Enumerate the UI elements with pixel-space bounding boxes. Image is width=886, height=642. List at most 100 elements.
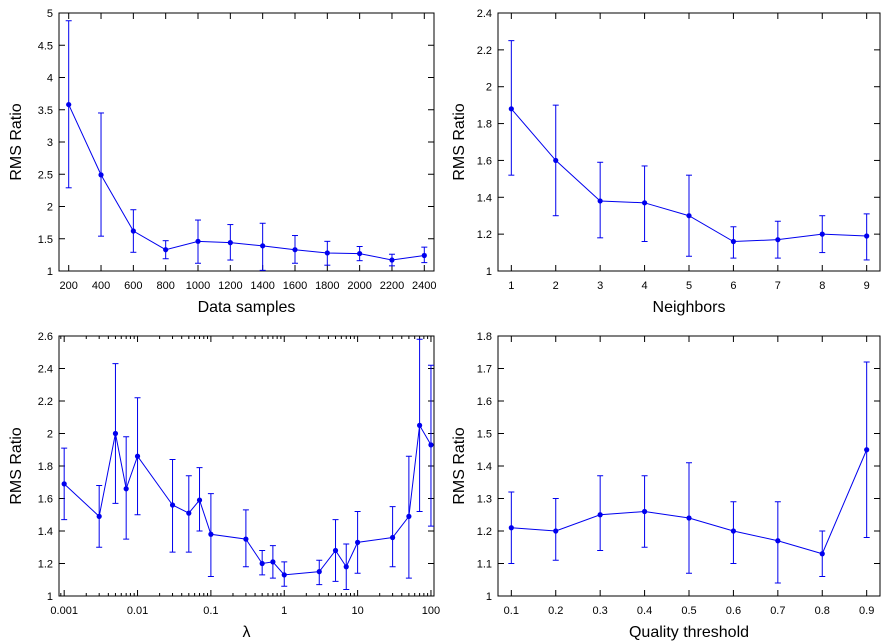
x-tick-label: 7 xyxy=(775,280,781,292)
x-tick-label: 6 xyxy=(730,280,736,292)
y-tick-label: 4.5 xyxy=(38,40,53,52)
y-tick-label: 1.6 xyxy=(38,494,53,506)
data-point xyxy=(428,442,434,448)
data-point xyxy=(641,508,648,515)
data-point xyxy=(417,422,423,428)
series-line xyxy=(63,423,432,576)
x-tick-label: 0.2 xyxy=(548,605,563,617)
x-tick-label: 0.01 xyxy=(127,605,148,617)
y-tick-label: 2.2 xyxy=(38,396,53,408)
y-tick-label: 2 xyxy=(486,82,492,94)
y-tick-label: 1 xyxy=(47,591,53,603)
data-point xyxy=(597,198,603,204)
data-point xyxy=(864,447,870,453)
y-tick-label: 1.2 xyxy=(477,229,492,241)
x-tick-label: 1 xyxy=(508,280,514,292)
x-axis-title: Data samples xyxy=(198,299,296,316)
data-point xyxy=(553,528,559,534)
y-tick-label: 2.5 xyxy=(38,169,53,181)
x-tick-label: 200 xyxy=(60,280,78,292)
data-point xyxy=(508,525,514,531)
y-tick-label: 1.5 xyxy=(38,234,53,246)
x-tick-label: 1000 xyxy=(186,280,210,292)
y-tick-label: 1.5 xyxy=(477,429,492,441)
x-tick-label: 2200 xyxy=(380,280,404,292)
data-point xyxy=(597,512,603,518)
data-point xyxy=(421,252,427,259)
data-point xyxy=(195,238,201,244)
data-point xyxy=(355,539,361,545)
data-point xyxy=(196,497,203,503)
data-point xyxy=(66,101,72,108)
data-point xyxy=(98,172,104,178)
data-point xyxy=(641,200,648,206)
y-tick-label: 1.4 xyxy=(477,192,492,204)
x-tick-label: 0.4 xyxy=(637,605,652,617)
x-tick-label: 100 xyxy=(422,605,440,617)
chart-data-samples: 1 1.5 2 2.5 3 3.5 4 4.5 5 200 400 600 800 1000 1200 140… xyxy=(8,8,437,316)
series-line xyxy=(68,104,425,261)
y-tick-label: 2.2 xyxy=(477,45,492,57)
x-tick-label: 4 xyxy=(642,280,648,292)
x-tick-label: 0.6 xyxy=(726,605,741,617)
y-tick-label: 2.6 xyxy=(38,331,53,343)
data-point xyxy=(61,481,67,487)
data-point xyxy=(270,559,276,565)
y-tick-label: 2 xyxy=(47,202,53,214)
y-axis-title: RMS Ratio xyxy=(451,103,468,180)
x-tick-label: 800 xyxy=(157,280,175,292)
data-point xyxy=(169,502,176,508)
data-point xyxy=(208,531,214,537)
data-point xyxy=(134,453,141,459)
data-point xyxy=(390,534,396,541)
y-tick-label: 4 xyxy=(47,73,53,85)
y-tick-label: 1.6 xyxy=(477,396,492,408)
data-point xyxy=(406,513,412,519)
y-tick-label: 3 xyxy=(47,137,53,149)
x-tick-label: 9 xyxy=(864,280,870,292)
data-point xyxy=(819,231,825,237)
x-tick-label: 0.5 xyxy=(681,605,696,617)
data-point xyxy=(324,250,330,256)
data-point xyxy=(730,528,737,534)
y-tick-label: 3.5 xyxy=(38,105,53,117)
data-point xyxy=(864,233,870,239)
x-tick-label: 0.7 xyxy=(770,605,785,617)
data-point xyxy=(227,240,233,246)
y-tick-label: 1.8 xyxy=(38,461,53,473)
x-tick-label: 2 xyxy=(553,280,559,292)
x-tick-label: 0.001 xyxy=(50,605,78,617)
data-point xyxy=(686,213,692,219)
data-point xyxy=(332,547,339,554)
data-point xyxy=(243,536,249,542)
x-axis-title: Quality threshold xyxy=(629,624,749,641)
data-point xyxy=(281,572,287,578)
x-tick-label: 0.1 xyxy=(203,605,218,617)
y-tick-label: 1.4 xyxy=(38,526,53,538)
y-tick-label: 5 xyxy=(47,8,53,20)
x-tick-label: 0.9 xyxy=(859,605,874,617)
data-point xyxy=(389,257,395,263)
x-tick-label: 400 xyxy=(92,280,110,292)
x-axis-title: λ xyxy=(243,624,251,641)
y-tick-label: 1.8 xyxy=(477,331,492,343)
data-point xyxy=(316,569,322,575)
data-point xyxy=(775,538,781,544)
data-point xyxy=(186,510,192,516)
data-point xyxy=(553,157,559,164)
data-point xyxy=(292,247,298,253)
chart-quality-threshold: 1 1.1 1.2 1.3 1.4 1.5 1.6 1.7 1.8 0.1 0.2 0.3 0.4 0.5… xyxy=(451,331,881,641)
y-tick-label: 1.1 xyxy=(477,559,492,571)
data-point xyxy=(508,106,514,112)
chart-lambda: 1 1.2 1.4 1.6 1.8 2 2.2 2.4 2.6 0.001 0.01 0.1 1 10 10… xyxy=(8,331,440,641)
y-tick-label: 2.4 xyxy=(477,8,492,20)
y-tick-label: 1.3 xyxy=(477,494,492,506)
data-point xyxy=(775,237,781,243)
data-point xyxy=(259,560,265,567)
x-tick-label: 1800 xyxy=(315,280,339,292)
x-tick-label: 0.1 xyxy=(504,605,519,617)
y-axis-title: RMS Ratio xyxy=(451,427,468,504)
y-tick-label: 1 xyxy=(486,591,492,603)
x-tick-label: 2000 xyxy=(347,280,371,292)
x-tick-label: 10 xyxy=(351,605,363,617)
